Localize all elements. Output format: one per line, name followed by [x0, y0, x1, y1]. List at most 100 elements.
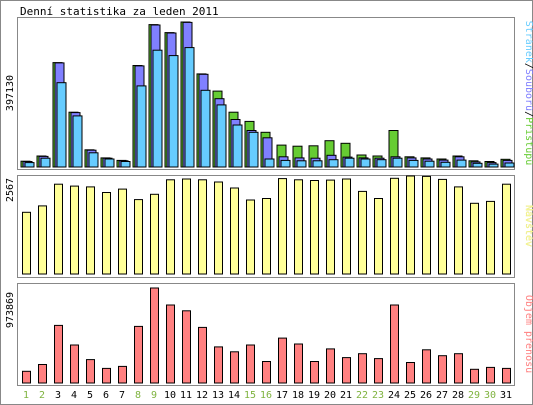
legend-objem-prenosu: Objem přenosu	[523, 295, 533, 373]
panel-top-frame	[17, 17, 515, 170]
day-label-17: 17	[276, 390, 288, 401]
bar-stránek-day-4	[72, 115, 83, 168]
day-label-16: 16	[260, 390, 272, 401]
bar-navstevy-day-18	[294, 179, 303, 275]
day-label-8: 8	[135, 390, 141, 401]
panel-top-bars	[20, 21, 515, 168]
bar-navstevy-day-21	[342, 178, 351, 275]
bar-navstevy-day-25	[406, 175, 415, 275]
legend-pristupu: Přístupů	[523, 117, 533, 165]
bar-prenos-day-23	[374, 358, 383, 384]
day-label-19: 19	[308, 390, 320, 401]
bar-stránek-day-24	[392, 157, 403, 168]
bar-stránek-day-18	[296, 160, 307, 168]
bar-navstevy-day-20	[326, 179, 335, 275]
bar-navstevy-day-5	[86, 186, 95, 275]
bar-stránek-day-20	[328, 159, 339, 168]
bar-stránek-day-26	[424, 160, 435, 168]
bar-prenos-day-18	[294, 343, 303, 384]
bar-navstevy-day-17	[278, 178, 287, 275]
bar-navstevy-day-6	[102, 192, 111, 275]
bar-stránek-day-3	[56, 82, 67, 168]
bar-prenos-day-21	[342, 357, 351, 384]
bar-navstevy-day-30	[486, 200, 495, 275]
legend-separator-1: /	[523, 63, 533, 69]
day-label-5: 5	[87, 390, 93, 401]
bar-prenos-day-1	[22, 370, 31, 384]
chart-title: Denní statistika za leden 2011	[20, 5, 219, 18]
bar-stránek-day-15	[248, 131, 259, 168]
bar-stránek-day-11	[184, 47, 195, 168]
bar-navstevy-day-27	[438, 178, 447, 275]
bar-stránek-day-9	[152, 49, 163, 168]
bar-prenos-day-31	[502, 367, 511, 384]
bar-navstevy-day-8	[134, 199, 143, 275]
bar-navstevy-day-28	[454, 186, 463, 275]
panel-bottom: 973869 Objem přenosu	[5, 283, 533, 386]
bar-navstevy-day-31	[502, 183, 511, 275]
day-label-27: 27	[436, 390, 448, 401]
bar-navstevy-day-7	[118, 188, 127, 275]
bar-navstevy-day-13	[214, 181, 223, 275]
bar-prenos-day-14	[230, 351, 239, 384]
bar-stránek-day-25	[408, 159, 419, 168]
panel-top-ymax-label: 397130	[5, 75, 16, 111]
panel-top-legend: Stránek/Souborů/Přístupů	[523, 21, 533, 166]
panel-middle-ymax-label: 2567	[5, 178, 16, 202]
bar-navstevy-day-11	[182, 178, 191, 275]
panel-bottom-frame	[17, 283, 515, 386]
panel-middle-frame	[17, 175, 515, 278]
day-label-25: 25	[404, 390, 416, 401]
day-label-20: 20	[324, 390, 336, 401]
bar-stránek-day-13	[216, 104, 227, 168]
bar-prenos-day-22	[358, 353, 367, 384]
bar-stránek-day-28	[456, 159, 467, 168]
bar-prenos-day-17	[278, 337, 287, 384]
panel-middle: 2567 Návštěv	[5, 175, 533, 278]
bar-stránek-day-16	[264, 158, 275, 168]
bar-prenos-day-28	[454, 353, 463, 384]
day-label-22: 22	[356, 390, 368, 401]
bar-navstevy-day-12	[198, 179, 207, 275]
bar-stránek-day-19	[312, 160, 323, 168]
bar-prenos-day-30	[486, 366, 495, 384]
day-label-2: 2	[39, 390, 45, 401]
bar-stránek-day-23	[376, 159, 387, 168]
bar-navstevy-day-15	[246, 199, 255, 275]
bar-prenos-day-20	[326, 348, 335, 384]
bar-prenos-day-29	[470, 368, 479, 384]
bar-prenos-day-13	[214, 346, 223, 384]
day-label-10: 10	[164, 390, 176, 401]
panel-bottom-bars	[22, 287, 511, 384]
bar-prenos-day-25	[406, 362, 415, 384]
bar-stránek-day-17	[280, 159, 291, 168]
day-label-9: 9	[151, 390, 157, 401]
bar-navstevy-day-26	[422, 175, 431, 275]
day-label-21: 21	[340, 390, 352, 401]
x-axis-day-labels: 1 2 3 4 5 6 7 8 9 10 11 12 13 14 15 16 17 18 19 20 21 22 23 24 2…	[23, 390, 512, 401]
day-label-11: 11	[180, 390, 192, 401]
bar-prenos-day-15	[246, 344, 255, 384]
day-label-13: 13	[212, 390, 224, 401]
bar-navstevy-day-1	[22, 211, 31, 275]
bar-navstevy-day-19	[310, 180, 319, 275]
day-label-28: 28	[452, 390, 464, 401]
bar-stránek-day-5	[88, 152, 99, 168]
panel-middle-bars	[22, 175, 511, 275]
bar-prenos-day-10	[166, 304, 175, 384]
day-label-24: 24	[388, 390, 400, 401]
bar-prenos-day-27	[438, 355, 447, 384]
bar-prenos-day-19	[310, 361, 319, 384]
bar-navstevy-day-24	[390, 177, 399, 275]
legend-stranek: Stránek	[523, 21, 533, 63]
bar-stránek-day-7	[120, 161, 131, 168]
day-label-15: 15	[244, 390, 256, 401]
bar-stránek-day-2	[40, 157, 51, 168]
bar-prenos-day-5	[86, 359, 95, 384]
bar-prenos-day-16	[262, 361, 271, 384]
day-label-6: 6	[103, 390, 109, 401]
bar-prenos-day-12	[198, 326, 207, 384]
bar-stránek-day-8	[136, 85, 147, 168]
bar-stránek-day-10	[168, 55, 179, 168]
